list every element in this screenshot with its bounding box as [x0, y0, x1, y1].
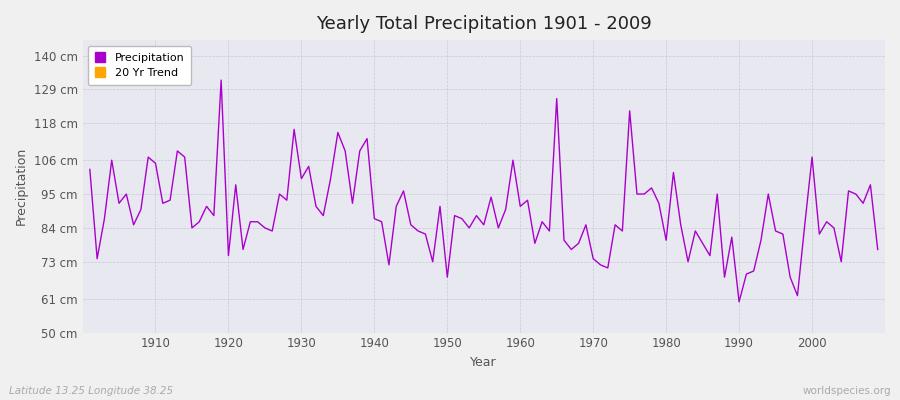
- X-axis label: Year: Year: [471, 356, 497, 369]
- Text: Latitude 13.25 Longitude 38.25: Latitude 13.25 Longitude 38.25: [9, 386, 173, 396]
- Y-axis label: Precipitation: Precipitation: [15, 147, 28, 226]
- Legend: Precipitation, 20 Yr Trend: Precipitation, 20 Yr Trend: [88, 46, 191, 85]
- Text: worldspecies.org: worldspecies.org: [803, 386, 891, 396]
- Title: Yearly Total Precipitation 1901 - 2009: Yearly Total Precipitation 1901 - 2009: [316, 15, 652, 33]
